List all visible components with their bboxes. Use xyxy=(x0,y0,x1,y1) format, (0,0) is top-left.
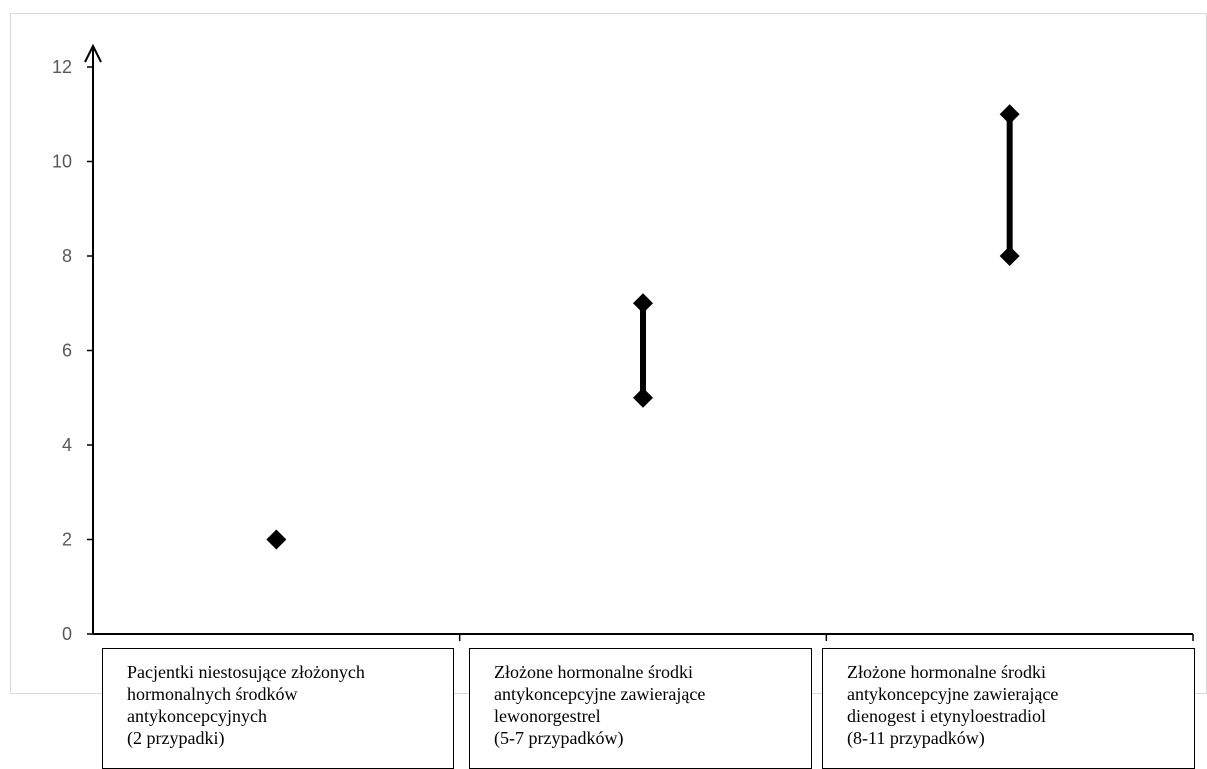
category-label-1: Pacjentki niestosujące złożonych hormona… xyxy=(102,648,454,769)
y-tick-label: 2 xyxy=(62,530,72,550)
x-axis xyxy=(93,633,1194,641)
y-tick-label: 0 xyxy=(62,624,72,644)
y-tick-label: 10 xyxy=(52,152,72,172)
y-tick-label: 8 xyxy=(62,246,72,266)
range-low-marker xyxy=(633,387,653,408)
category-label-3: Złożone hormonalne środki antykoncepcyjn… xyxy=(822,648,1195,769)
y-axis-arrow-icon xyxy=(84,43,102,63)
chart-frame xyxy=(10,13,1207,694)
category-label-2: Złożone hormonalne środki antykoncepcyjn… xyxy=(469,648,812,769)
range-high-marker xyxy=(999,104,1020,125)
y-axis: 0 2 4 6 8 10 12 xyxy=(52,43,102,644)
y-tick-label: 6 xyxy=(62,341,72,361)
y-tick-label: 4 xyxy=(62,435,72,455)
range-high-marker xyxy=(633,293,653,314)
point-marker xyxy=(266,529,287,550)
y-tick-label: 12 xyxy=(52,57,72,77)
range-low-marker xyxy=(999,246,1020,266)
range-markers xyxy=(266,104,1020,550)
